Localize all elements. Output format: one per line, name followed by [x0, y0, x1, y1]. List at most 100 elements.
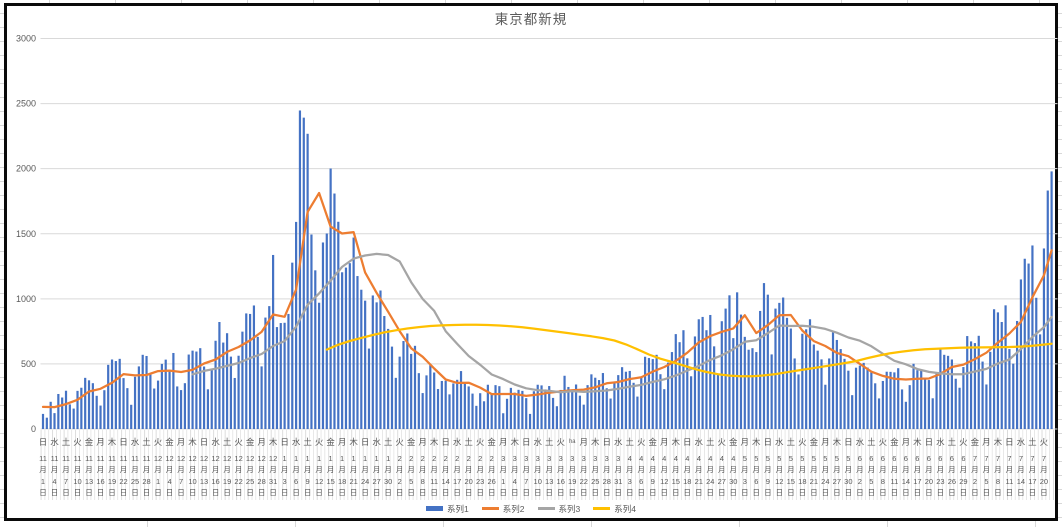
x-label-month-kanji: 月 — [315, 465, 323, 474]
x-label-day-num: 10 — [73, 477, 81, 486]
chart-legend[interactable]: 系列1 系列2 系列3 系列4 — [0, 502, 1062, 515]
x-label-month-kanji: 月 — [407, 465, 415, 474]
x-label-day-kanji: 日 — [499, 488, 507, 497]
x-label-month-kanji: 月 — [522, 465, 530, 474]
x-label-month-num: 12 — [269, 454, 277, 463]
x-label-month-num: 12 — [246, 454, 254, 463]
x-label-weekday: 金 — [810, 437, 819, 447]
x-label-month-kanji: 月 — [661, 465, 669, 474]
x-label-month-num: 6 — [904, 454, 908, 463]
x-label-day-kanji: 日 — [85, 488, 93, 497]
x-label-day-kanji: 日 — [200, 488, 208, 497]
x-label-day-num: 22 — [580, 477, 588, 486]
x-label-month-num: 3 — [524, 454, 528, 463]
x-label-month-kanji: 月 — [258, 465, 266, 474]
x-label-day-kanji: 日 — [626, 488, 634, 497]
x-label-day-kanji: 日 — [108, 488, 116, 497]
x-label-day-num: 26 — [488, 477, 496, 486]
x-label-month-kanji: 月 — [488, 465, 496, 474]
x-label-month-num: 12 — [154, 454, 162, 463]
x-label-month-kanji: 月 — [1040, 465, 1048, 474]
x-label-weekday: 火 — [315, 437, 324, 447]
x-label-weekday: 水 — [372, 437, 381, 447]
x-label-day-kanji: 日 — [292, 488, 300, 497]
x-label-weekday: 土 — [545, 437, 554, 447]
x-label-day-kanji: 日 — [534, 488, 542, 497]
x-label-month-num: 1 — [340, 454, 344, 463]
x-label-day-num: 20 — [1040, 477, 1048, 486]
legend-item-系列1[interactable]: 系列1 — [426, 503, 469, 515]
x-label-day-kanji: 日 — [937, 488, 945, 497]
x-label-day-kanji: 日 — [522, 488, 530, 497]
x-label-month-num: 3 — [616, 454, 620, 463]
x-label-day-kanji: 日 — [741, 488, 749, 497]
x-label-day-num: 26 — [948, 477, 956, 486]
x-label-day-num: 23 — [476, 477, 484, 486]
x-label-month-kanji: 月 — [281, 465, 289, 474]
x-label-day-num: 6 — [639, 477, 643, 486]
x-label-month-kanji: 月 — [580, 465, 588, 474]
x-label-day-num: 7 — [64, 477, 68, 486]
x-label-weekday: 土 — [142, 437, 151, 447]
x-label-month-kanji: 月 — [51, 465, 59, 474]
x-label-month-kanji: 月 — [960, 465, 968, 474]
x-label-weekday: 土 — [787, 437, 796, 447]
legend-label: 系列1 — [447, 503, 469, 514]
x-label-day-num: 9 — [766, 477, 770, 486]
x-label-day-num: 19 — [223, 477, 231, 486]
x-label-month-num: 5 — [766, 454, 770, 463]
chart-title[interactable]: 東京都新規 — [494, 12, 568, 27]
x-label-month-kanji: 月 — [937, 465, 945, 474]
x-label-weekday: 金 — [165, 437, 174, 447]
y-tick-label: 0 — [31, 424, 36, 434]
x-label-day-kanji: 日 — [994, 488, 1002, 497]
x-label-day-kanji: 日 — [718, 488, 726, 497]
legend-item-系列2[interactable]: 系列2 — [481, 503, 525, 515]
x-label-weekday: 木 — [913, 437, 922, 447]
chart-object-frame[interactable] — [4, 3, 1058, 521]
x-label-month-num: 4 — [628, 454, 632, 463]
x-label-day-num: 6 — [294, 477, 298, 486]
x-label-weekday: 月 — [257, 437, 266, 447]
x-label-weekday: 火 — [637, 437, 646, 447]
x-label-month-kanji: 月 — [1006, 465, 1014, 474]
x-label-day-kanji: 日 — [799, 488, 807, 497]
x-label-day-num: 4 — [513, 477, 517, 486]
x-label-month-kanji: 月 — [603, 465, 611, 474]
x-label-month-kanji: 月 — [97, 465, 105, 474]
x-label-weekday: 火 — [879, 437, 888, 447]
x-label-day-kanji: 日 — [143, 488, 151, 497]
x-label-day-num: 31 — [269, 477, 277, 486]
line-series-2[interactable] — [41, 191, 1053, 409]
x-label-month-num: 4 — [685, 454, 689, 463]
x-label-day-num: 15 — [787, 477, 795, 486]
line-series-3[interactable] — [191, 252, 1053, 394]
x-label-weekday: 水 — [1017, 437, 1026, 447]
x-label-month-num: 12 — [211, 454, 219, 463]
x-label-month-kanji: 月 — [615, 465, 623, 474]
x-label-weekday: 水 — [292, 437, 301, 447]
x-label-day-kanji: 日 — [189, 488, 197, 497]
x-label-day-num: 21 — [695, 477, 703, 486]
legend-item-系列3[interactable]: 系列3 — [537, 503, 580, 515]
bar-series-1[interactable] — [41, 110, 1053, 430]
x-label-month-kanji: 月 — [269, 465, 277, 474]
y-tick-label: 2500 — [16, 99, 36, 109]
x-label-day-kanji: 日 — [235, 488, 243, 497]
x-label-month-num: 6 — [927, 454, 931, 463]
x-label-weekday: 水 — [856, 437, 865, 447]
legend-item-系列4[interactable]: 系列4 — [593, 503, 636, 515]
x-label-weekday: 月 — [902, 437, 911, 447]
x-label-month-kanji: 月 — [948, 465, 956, 474]
x-label-day-kanji: 日 — [476, 488, 484, 497]
x-label-weekday: 水 — [533, 437, 542, 447]
line-series-4[interactable] — [325, 323, 1053, 378]
x-label-day-num: 27 — [833, 477, 841, 486]
x-label-weekday: 月 — [660, 437, 669, 447]
x-label-weekday: 土 — [1028, 437, 1037, 447]
x-label-month-kanji: 月 — [568, 465, 576, 474]
x-label-month-num: 11 — [131, 454, 139, 463]
x-label-weekday: 月 — [177, 437, 186, 447]
x-label-day-num: 11 — [1006, 477, 1014, 486]
